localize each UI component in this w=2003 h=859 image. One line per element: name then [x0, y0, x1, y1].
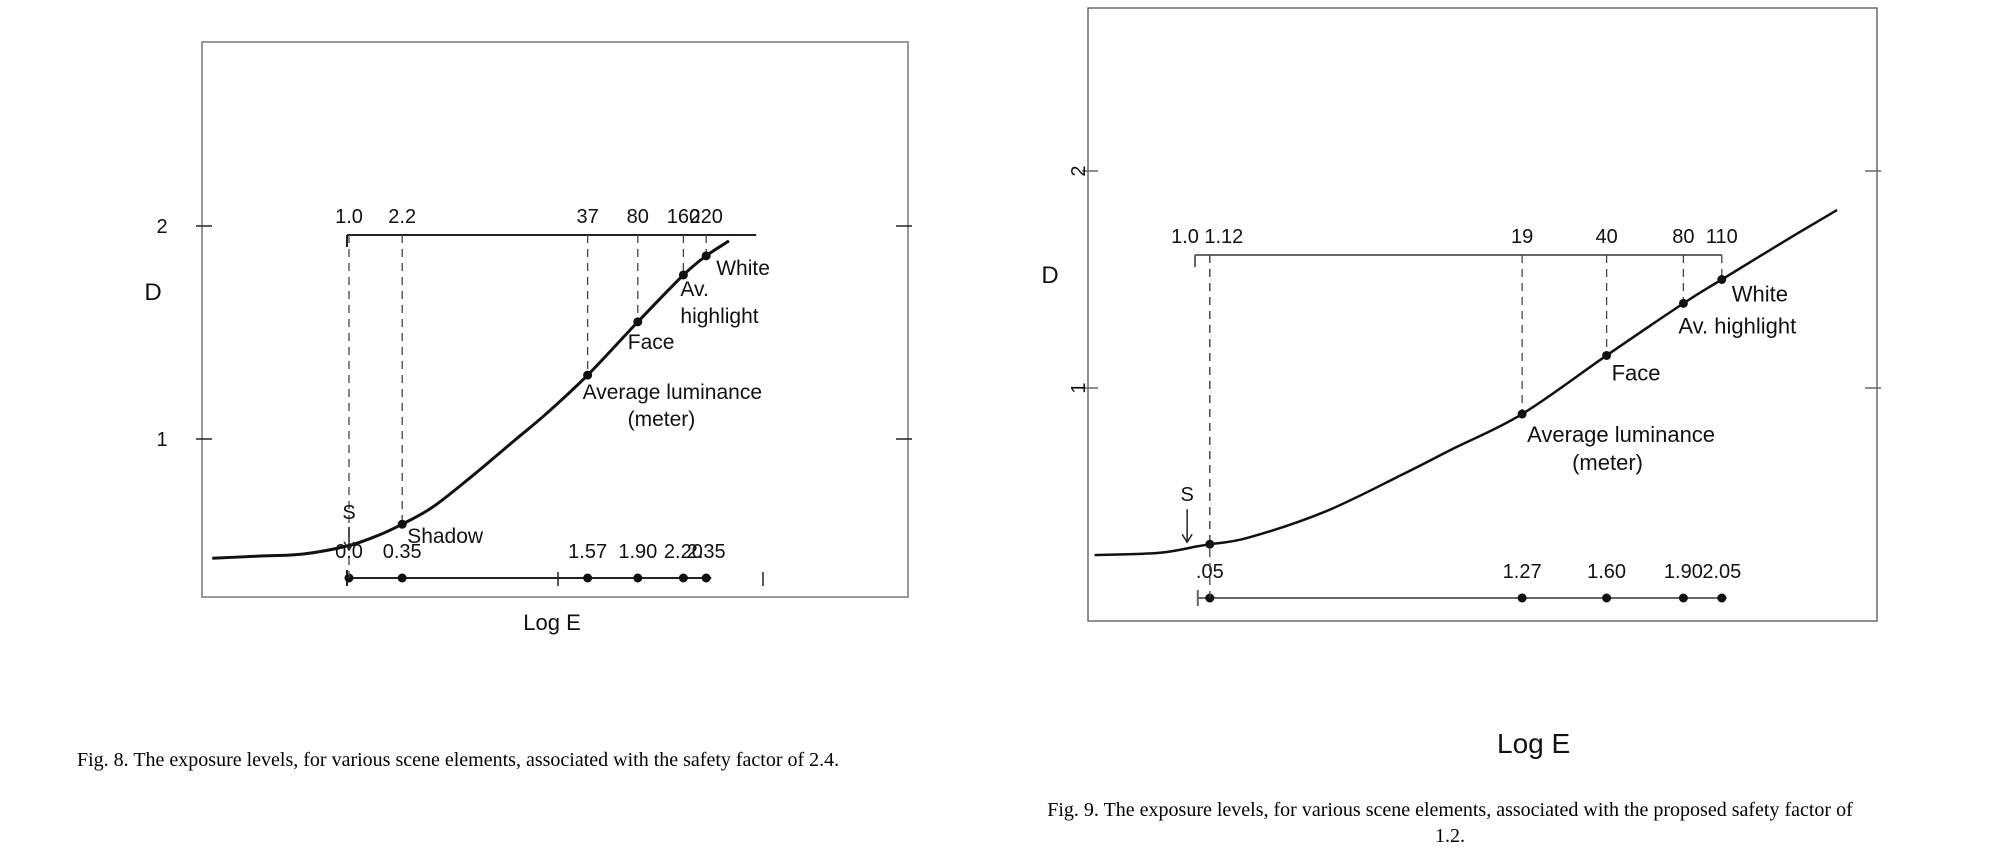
bottom-scale-label: 1.90: [618, 541, 657, 563]
bottom-scale-dot: [633, 573, 643, 583]
top-scale-label: 220: [690, 206, 723, 228]
bottom-scale-label: 1.57: [568, 541, 607, 563]
s-arrow-head: [343, 541, 355, 552]
top-scale-label: 80: [627, 206, 649, 228]
point-sublabel: (meter): [628, 408, 696, 431]
bottom-scale-label: 2.05: [1702, 561, 1741, 583]
y-axis-label: D: [144, 279, 161, 306]
top-scale-label: 1.12: [1204, 226, 1243, 248]
point-label: Av.: [680, 278, 708, 301]
top-scale-label: 160: [667, 206, 700, 228]
characteristic-curve: [212, 239, 730, 560]
curve-point: [1678, 298, 1688, 308]
top-scale-label: 1.0: [335, 206, 363, 228]
top-scale-label: 19: [1511, 226, 1533, 248]
bottom-scale-label: 1.60: [1587, 561, 1626, 583]
bottom-scale-dot: [1205, 593, 1215, 603]
point-sublabel: (meter): [1572, 450, 1643, 475]
top-scale-label: 40: [1595, 226, 1617, 248]
figure-9-caption: Fig. 9. The exposure levels, for various…: [1047, 799, 1853, 847]
bottom-scale-dot: [701, 573, 711, 583]
bottom-scale-dot: [344, 573, 354, 583]
s-label: S: [342, 502, 355, 524]
bottom-scale-label: 2.35: [687, 541, 726, 563]
point-label: Average luminance: [583, 381, 762, 404]
bottom-scale-dot: [1678, 593, 1688, 603]
s-label: S: [1180, 484, 1193, 506]
point-label: Shadow: [407, 525, 484, 548]
point-label: Face: [1612, 360, 1661, 385]
characteristic-curve: [1094, 208, 1838, 557]
top-scale-label: 37: [577, 206, 599, 228]
point-label: Face: [628, 331, 675, 354]
y-axis-label: D: [1041, 262, 1058, 289]
bottom-scale-dot: [1517, 593, 1527, 603]
bottom-scale-dot: [583, 573, 593, 583]
bottom-scale-label: .05: [1196, 561, 1224, 583]
bottom-scale-dot: [1602, 593, 1612, 603]
curve-point: [1517, 409, 1527, 419]
bottom-scale-dot: [678, 573, 688, 583]
x-axis-label: Log E: [523, 610, 581, 635]
curve-point: [397, 519, 407, 529]
curve-point: [633, 317, 643, 327]
y-tick-label: 2: [156, 216, 167, 238]
point-sublabel: highlight: [680, 305, 758, 328]
bottom-scale-label: 0.0: [335, 541, 363, 563]
point-label: Average luminance: [1527, 422, 1715, 447]
s-arrow-head: [1181, 533, 1193, 544]
curve-point: [1717, 275, 1727, 284]
curve-point: [678, 270, 688, 280]
bottom-scale-label: 2.20: [664, 541, 703, 563]
y-tick-label: 1: [156, 429, 167, 451]
figure-9-xlabel: Log E: [1497, 728, 1571, 759]
plot-frame: [1087, 7, 1878, 622]
bottom-scale-dot: [1717, 593, 1727, 603]
bottom-scale-dot: [397, 573, 407, 583]
point-label: White: [716, 257, 770, 280]
top-scale-label: 1.0: [1171, 226, 1199, 248]
bottom-scale-label: 1.90: [1664, 561, 1703, 583]
y-tick-label: 1: [1068, 382, 1090, 393]
curve-point: [1205, 539, 1215, 549]
curve-point: [701, 251, 711, 261]
curve-point: [1602, 350, 1612, 360]
point-label: Av. highlight: [1678, 313, 1796, 338]
curve-point: [583, 370, 593, 380]
top-scale-label: 110: [1706, 226, 1738, 248]
point-label: White: [1732, 282, 1788, 307]
plot-frame: [201, 41, 909, 598]
bottom-scale-label: 1.27: [1503, 561, 1542, 583]
figure-8-caption: Fig. 8. The exposure levels, for various…: [77, 749, 840, 771]
bottom-scale-label: 0.35: [383, 541, 422, 563]
top-scale-label: 80: [1672, 226, 1694, 248]
top-scale-label: 2.2: [388, 206, 416, 228]
y-tick-label: 2: [1068, 165, 1090, 176]
